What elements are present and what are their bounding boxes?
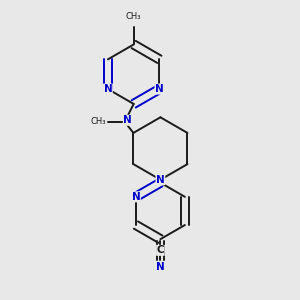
Text: N: N [132, 192, 140, 202]
Text: N: N [123, 115, 132, 125]
Text: CH₃: CH₃ [126, 12, 141, 21]
Text: N: N [155, 84, 164, 94]
Text: N: N [156, 262, 165, 272]
Text: N: N [103, 84, 112, 94]
Text: C: C [157, 245, 164, 255]
Text: CH₃: CH₃ [91, 117, 106, 126]
Text: N: N [156, 175, 165, 185]
